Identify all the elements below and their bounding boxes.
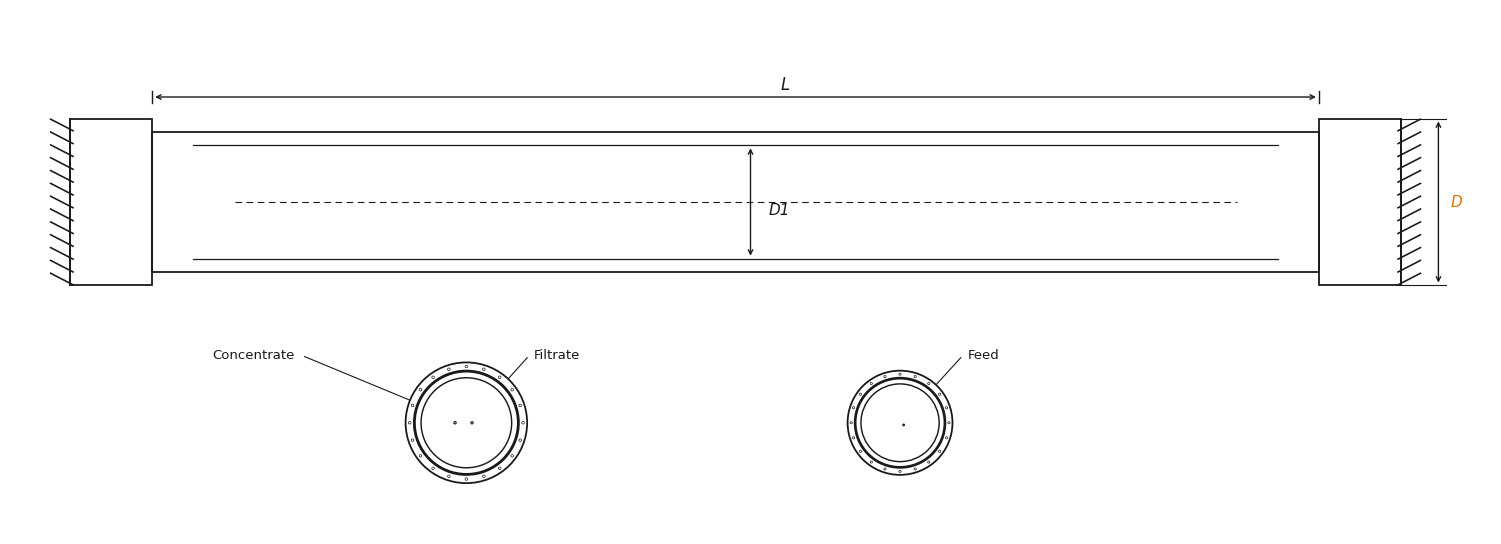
Ellipse shape [853, 407, 854, 409]
Ellipse shape [856, 379, 944, 467]
Ellipse shape [447, 368, 450, 370]
Ellipse shape [453, 422, 456, 424]
Ellipse shape [419, 388, 422, 391]
Ellipse shape [946, 407, 947, 409]
Ellipse shape [884, 468, 886, 470]
Ellipse shape [850, 422, 853, 424]
Ellipse shape [522, 422, 524, 424]
Ellipse shape [902, 424, 905, 426]
Text: D: D [1450, 195, 1462, 209]
Ellipse shape [928, 461, 931, 463]
Ellipse shape [411, 439, 414, 441]
Ellipse shape [510, 388, 513, 391]
Ellipse shape [419, 455, 422, 457]
Ellipse shape [422, 378, 512, 468]
Ellipse shape [483, 368, 485, 370]
Ellipse shape [408, 422, 411, 424]
Bar [71, 119, 152, 286]
Ellipse shape [519, 439, 521, 441]
Ellipse shape [498, 467, 501, 469]
Ellipse shape [432, 376, 434, 379]
Text: Concentrate: Concentrate [212, 349, 294, 362]
Ellipse shape [465, 478, 468, 480]
Text: W: W [461, 437, 474, 449]
Ellipse shape [411, 404, 414, 407]
Ellipse shape [884, 375, 886, 378]
Ellipse shape [899, 373, 901, 375]
Ellipse shape [860, 450, 862, 453]
Text: D1: D1 [769, 202, 790, 218]
Ellipse shape [447, 475, 450, 478]
Ellipse shape [914, 375, 916, 378]
Ellipse shape [432, 467, 434, 469]
Ellipse shape [946, 437, 947, 439]
Ellipse shape [871, 382, 872, 385]
Ellipse shape [498, 376, 501, 379]
Ellipse shape [899, 470, 901, 472]
Ellipse shape [860, 393, 862, 395]
Text: Filtrate: Filtrate [534, 349, 579, 362]
Ellipse shape [471, 422, 473, 424]
Ellipse shape [947, 422, 950, 424]
Ellipse shape [862, 384, 940, 462]
Ellipse shape [938, 450, 941, 453]
Ellipse shape [914, 468, 916, 470]
Ellipse shape [938, 393, 941, 395]
Ellipse shape [871, 461, 872, 463]
Ellipse shape [414, 372, 518, 474]
Text: L: L [781, 76, 790, 94]
Ellipse shape [519, 404, 521, 407]
Ellipse shape [510, 455, 513, 457]
Ellipse shape [848, 370, 953, 475]
Ellipse shape [928, 382, 931, 385]
Ellipse shape [483, 475, 485, 478]
Bar [1319, 119, 1400, 286]
Text: Feed: Feed [967, 349, 1000, 362]
Ellipse shape [405, 362, 527, 483]
Ellipse shape [853, 437, 854, 439]
Ellipse shape [465, 365, 468, 368]
